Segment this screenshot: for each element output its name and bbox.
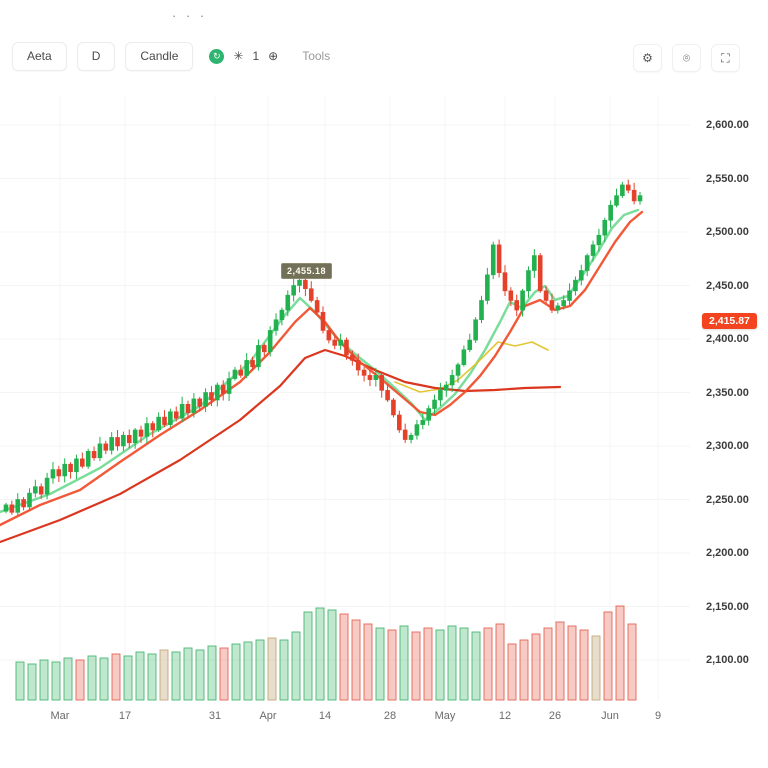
price-axis-label: 2,350.00 xyxy=(706,386,749,399)
snapshot-button[interactable]: ⌾ xyxy=(672,44,701,72)
time-axis-label: Jun xyxy=(601,710,619,722)
price-axis-label: 2,100.00 xyxy=(706,654,749,666)
fullscreen-button[interactable]: ⛶ xyxy=(711,44,740,72)
tools-button[interactable]: Tools xyxy=(302,49,331,63)
toolbar-right-group: ⚙ ⌾ ⛶ xyxy=(633,44,740,72)
chart-type-button[interactable]: Candle xyxy=(125,41,194,71)
add-alert-icon[interactable]: ⊕ xyxy=(268,49,279,63)
price-axis-label: 2,600.00 xyxy=(706,119,749,131)
price-axis-label: 2,550.00 xyxy=(706,172,749,185)
time-axis-label: 14 xyxy=(318,710,332,722)
interval-button[interactable]: D xyxy=(76,41,116,71)
time-axis-label: 26 xyxy=(548,710,562,722)
indicator-count: 1 xyxy=(252,49,260,63)
time-axis-label: 12 xyxy=(498,710,512,722)
time-axis[interactable]: Mar 17 31 Apr 14 28 May 12 26 Jun 9 xyxy=(0,708,690,732)
time-axis-label: 17 xyxy=(118,710,132,722)
time-axis-label: May xyxy=(434,710,456,722)
price-axis-label: 2,400.00 xyxy=(706,333,749,345)
time-axis-label: 28 xyxy=(383,710,397,722)
time-axis-label: Apr xyxy=(259,710,277,722)
refresh-icon[interactable]: ↻ xyxy=(209,48,225,64)
time-axis-label: 9 xyxy=(654,710,662,722)
price-axis-label: 2,150.00 xyxy=(706,600,749,613)
price-axis-label: 2,200.00 xyxy=(706,547,749,559)
fullscreen-icon: ⛶ xyxy=(721,50,730,65)
settings-button[interactable]: ⚙ xyxy=(633,44,662,72)
chart-toolbar: Aeta D Candle ↻ ✳ 1 ⊕ Tools xyxy=(12,41,331,71)
price-axis-label: 2,450.00 xyxy=(706,279,749,292)
price-axis[interactable]: 2,415.87 2,600.00 2,550.00 2,500.00 2,450.0… xyxy=(690,0,768,768)
symbol-button[interactable]: Aeta xyxy=(12,41,67,71)
current-price-badge: 2,415.87 xyxy=(702,313,757,329)
window-title: · · · xyxy=(172,8,208,23)
time-axis-label: Mar xyxy=(50,710,70,722)
indicator-cluster: ↻ ✳ 1 ⊕ xyxy=(209,48,279,64)
camera-icon: ⌾ xyxy=(682,50,691,65)
price-axis-label: 2,300.00 xyxy=(706,440,749,452)
price-axis-label: 2,500.00 xyxy=(706,226,749,238)
price-axis-label: 2,250.00 xyxy=(706,493,749,506)
time-axis-label: 31 xyxy=(208,710,222,722)
gear-icon: ⚙ xyxy=(642,51,653,65)
price-flag: 2,455.18 xyxy=(281,263,333,279)
compare-icon[interactable]: ✳ xyxy=(233,49,244,63)
